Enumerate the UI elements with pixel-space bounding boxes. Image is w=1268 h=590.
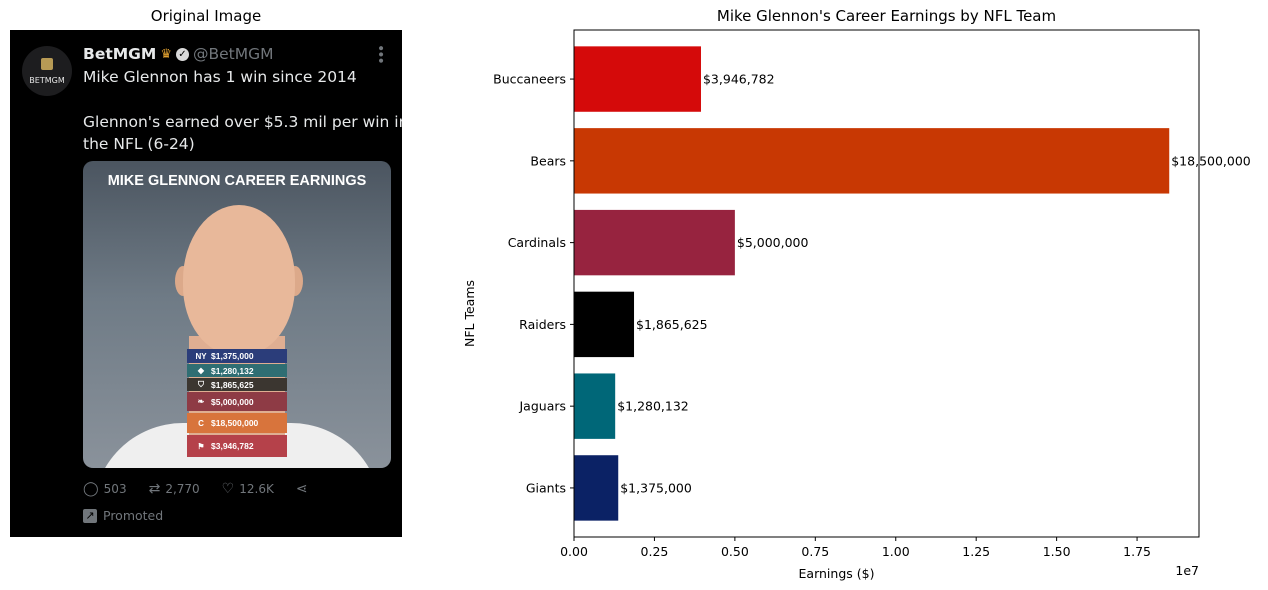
earnings-stripe: ⚑ $3,946,782	[187, 435, 287, 457]
retweet-count: 2,770	[165, 482, 200, 496]
bar-giants	[574, 455, 619, 521]
like-button[interactable]: ♡ 12.6K	[222, 481, 274, 497]
chart-title: Mike Glennon's Career Earnings by NFL Te…	[716, 7, 1057, 25]
verified-badge-icon: ✓	[175, 47, 189, 61]
plot-frame	[573, 29, 1200, 538]
x-tick-label: 1.00	[882, 544, 910, 559]
bar-raiders	[574, 291, 635, 358]
x-axis-label: Earnings ($)	[799, 566, 875, 581]
x-tick-label: 0.25	[641, 544, 669, 559]
earnings-bar-chart: $1,375,000 $1,280,132 $1,865,625 $5,000,000…	[462, 29, 1251, 581]
bar-buccaneers	[574, 46, 701, 112]
lion-emoji-icon: ♛	[160, 46, 172, 62]
x-axis-offset-label: 1e7	[1175, 563, 1199, 578]
y-tick-label: Raiders	[519, 317, 566, 332]
bar-value-label: $1,865,625	[636, 317, 708, 332]
earnings-stripe: C $18,500,000	[187, 413, 287, 433]
x-tick-label: 1.75	[1123, 544, 1151, 559]
x-tick-label: 0.50	[721, 544, 749, 559]
share-icon: ⋖	[295, 481, 308, 497]
promoted-label: ↗ Promoted	[83, 508, 163, 523]
x-tick-label: 1.25	[962, 544, 990, 559]
bar-bears	[574, 128, 1170, 194]
head-shape	[183, 205, 295, 355]
bears-c-icon: C	[198, 418, 204, 428]
image-title: MIKE GLENNON CAREER EARNINGS	[107, 173, 367, 189]
y-tick-label: Giants	[526, 480, 566, 495]
tweet-image[interactable]: MIKE GLENNON CAREER EARNINGS NY $1,375,00…	[83, 161, 391, 468]
stripe-amount: $5,000,000	[211, 396, 254, 407]
bar-value-label: $1,375,000	[620, 480, 692, 495]
bar-value-label: $18,500,000	[1171, 153, 1251, 168]
y-axis-label: NFL Teams	[462, 280, 477, 347]
reply-count: 503	[103, 482, 127, 496]
tweet-text-line: the NFL (6-24)	[83, 135, 195, 153]
jaguar-icon: ◆	[197, 366, 205, 375]
reply-icon: ◯	[83, 481, 99, 497]
retweet-icon: ⇄	[148, 481, 161, 497]
bars-group	[574, 46, 1170, 521]
promoted-text: Promoted	[103, 508, 164, 523]
bar-value-label: $1,280,132	[617, 399, 689, 414]
y-tick-label: Cardinals	[508, 235, 566, 250]
ny-icon: NY	[195, 351, 207, 361]
tweet-text-line: Mike Glennon has 1 win since 2014	[83, 68, 357, 86]
x-axis-ticks: 0.00 0.25 0.50 0.75 1.00 1.25 1.50 1.75	[560, 537, 1151, 559]
bar-value-label: $3,946,782	[703, 72, 775, 87]
x-tick-label: 1.50	[1043, 544, 1071, 559]
account-name[interactable]: BetMGM	[83, 45, 157, 63]
stripe-amount: $1,280,132	[211, 365, 254, 376]
earnings-stripe: ⛉ $1,865,625	[187, 378, 287, 391]
share-button[interactable]: ⋖	[296, 481, 308, 497]
stripe-amount: $1,865,625	[211, 379, 254, 390]
tweet-header: BetMGM ♛ ✓ @BetMGM	[83, 45, 273, 63]
heart-icon: ♡	[221, 481, 235, 497]
tweet-card: BETMGM BetMGM ♛ ✓ @BetMGM ••• Mike Glenn…	[10, 30, 402, 537]
y-tick-label: Buccaneers	[493, 72, 566, 87]
bar-value-label: $5,000,000	[737, 235, 809, 250]
earnings-stripe: ◆ $1,280,132	[187, 364, 287, 377]
bar-cardinals	[574, 209, 735, 276]
y-axis-ticks: Giants Jaguars Raiders Cardinals Bears Buccan…	[493, 72, 574, 495]
tweet-text-line: Glennon's earned over $5.3 mil per win i…	[83, 113, 402, 131]
avatar[interactable]: BETMGM	[22, 46, 72, 96]
tweet-actions: ◯ 503 ⇄ 2,770 ♡ 12.6K ⋖	[83, 481, 330, 497]
betmgm-logo-icon	[41, 58, 53, 70]
value-labels-group: $1,375,000 $1,280,132 $1,865,625 $5,000,000…	[617, 72, 1251, 496]
earnings-stripe: ❧ $5,000,000	[187, 392, 287, 411]
like-count: 12.6K	[239, 482, 274, 496]
buccaneers-flag-icon: ⚑	[197, 441, 205, 451]
avatar-text: BETMGM	[29, 76, 65, 85]
reply-button[interactable]: ◯ 503	[83, 481, 127, 497]
y-tick-label: Jaguars	[518, 399, 566, 414]
stripe-amount: $1,375,000	[211, 351, 254, 361]
earnings-stripe: NY $1,375,000	[187, 349, 287, 363]
bar-jaguars	[574, 373, 616, 439]
original-image-title: Original Image	[150, 7, 262, 25]
x-tick-label: 0.75	[801, 544, 829, 559]
retweet-button[interactable]: ⇄ 2,770	[149, 481, 200, 497]
stripe-amount: $18,500,000	[211, 418, 259, 428]
cardinal-icon: ❧	[197, 397, 205, 406]
more-options-icon[interactable]: •••	[372, 44, 388, 63]
x-tick-label: 0.00	[560, 544, 588, 559]
raiders-shield-icon: ⛉	[198, 379, 204, 389]
y-tick-label: Bears	[530, 153, 566, 168]
account-handle[interactable]: @BetMGM	[192, 45, 274, 63]
promoted-arrow-icon: ↗	[83, 508, 97, 523]
stripe-amount: $3,946,782	[211, 441, 254, 451]
